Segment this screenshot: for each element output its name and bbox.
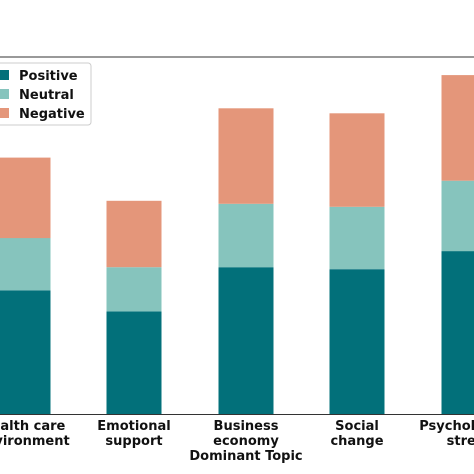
x-tick-label-1: Emotional support (97, 419, 170, 449)
x-tick-label-line: Social (335, 419, 379, 434)
legend-label-negative: Negative (19, 107, 85, 122)
x-axis-title: Dominant Topic (189, 449, 302, 464)
bar-neutral-2 (218, 203, 274, 268)
legend-swatch-neutral (0, 89, 9, 99)
legend-label-neutral: Neutral (19, 88, 74, 103)
legend-swatch-negative (0, 108, 9, 118)
x-tick-label-line: environment (0, 434, 70, 449)
x-tick-label-line: Emotional (97, 419, 170, 434)
bar-negative-1 (106, 200, 162, 268)
bar-negative-4 (441, 75, 474, 181)
bars-group (0, 75, 474, 414)
x-tick-label-line: Psychological (419, 419, 474, 434)
bar-positive-0 (0, 290, 51, 414)
x-tick-label-line: Business (214, 419, 279, 434)
x-tick-label-line: change (330, 434, 383, 449)
bar-positive-2 (218, 267, 274, 414)
bar-neutral-0 (0, 238, 51, 291)
bar-neutral-4 (441, 180, 474, 252)
legend-box (0, 62, 92, 126)
bar-positive-3 (329, 269, 385, 414)
legend: Positive Neutral Negative (0, 62, 92, 126)
x-tick-label-2: Business economy (213, 419, 279, 449)
bar-neutral-3 (329, 206, 385, 270)
legend-label-positive: Positive (19, 69, 78, 84)
bar-negative-3 (329, 113, 385, 207)
x-tick-label-0: Health careenvironment (0, 419, 70, 449)
bar-neutral-1 (106, 267, 162, 312)
x-tick-label-line: Health care (0, 419, 65, 434)
bar-positive-4 (441, 251, 474, 414)
x-tick-label-line: economy (213, 434, 279, 449)
x-tick-label-4: Psychologicalstress (419, 419, 474, 449)
x-tick-label-line: support (105, 434, 162, 449)
bar-negative-0 (0, 157, 51, 239)
x-tick-label-line: stress (447, 434, 474, 449)
x-tick-label-3: Social change (330, 419, 383, 449)
legend-swatch-positive (0, 70, 9, 80)
bar-negative-2 (218, 108, 274, 204)
bar-positive-1 (106, 311, 162, 414)
